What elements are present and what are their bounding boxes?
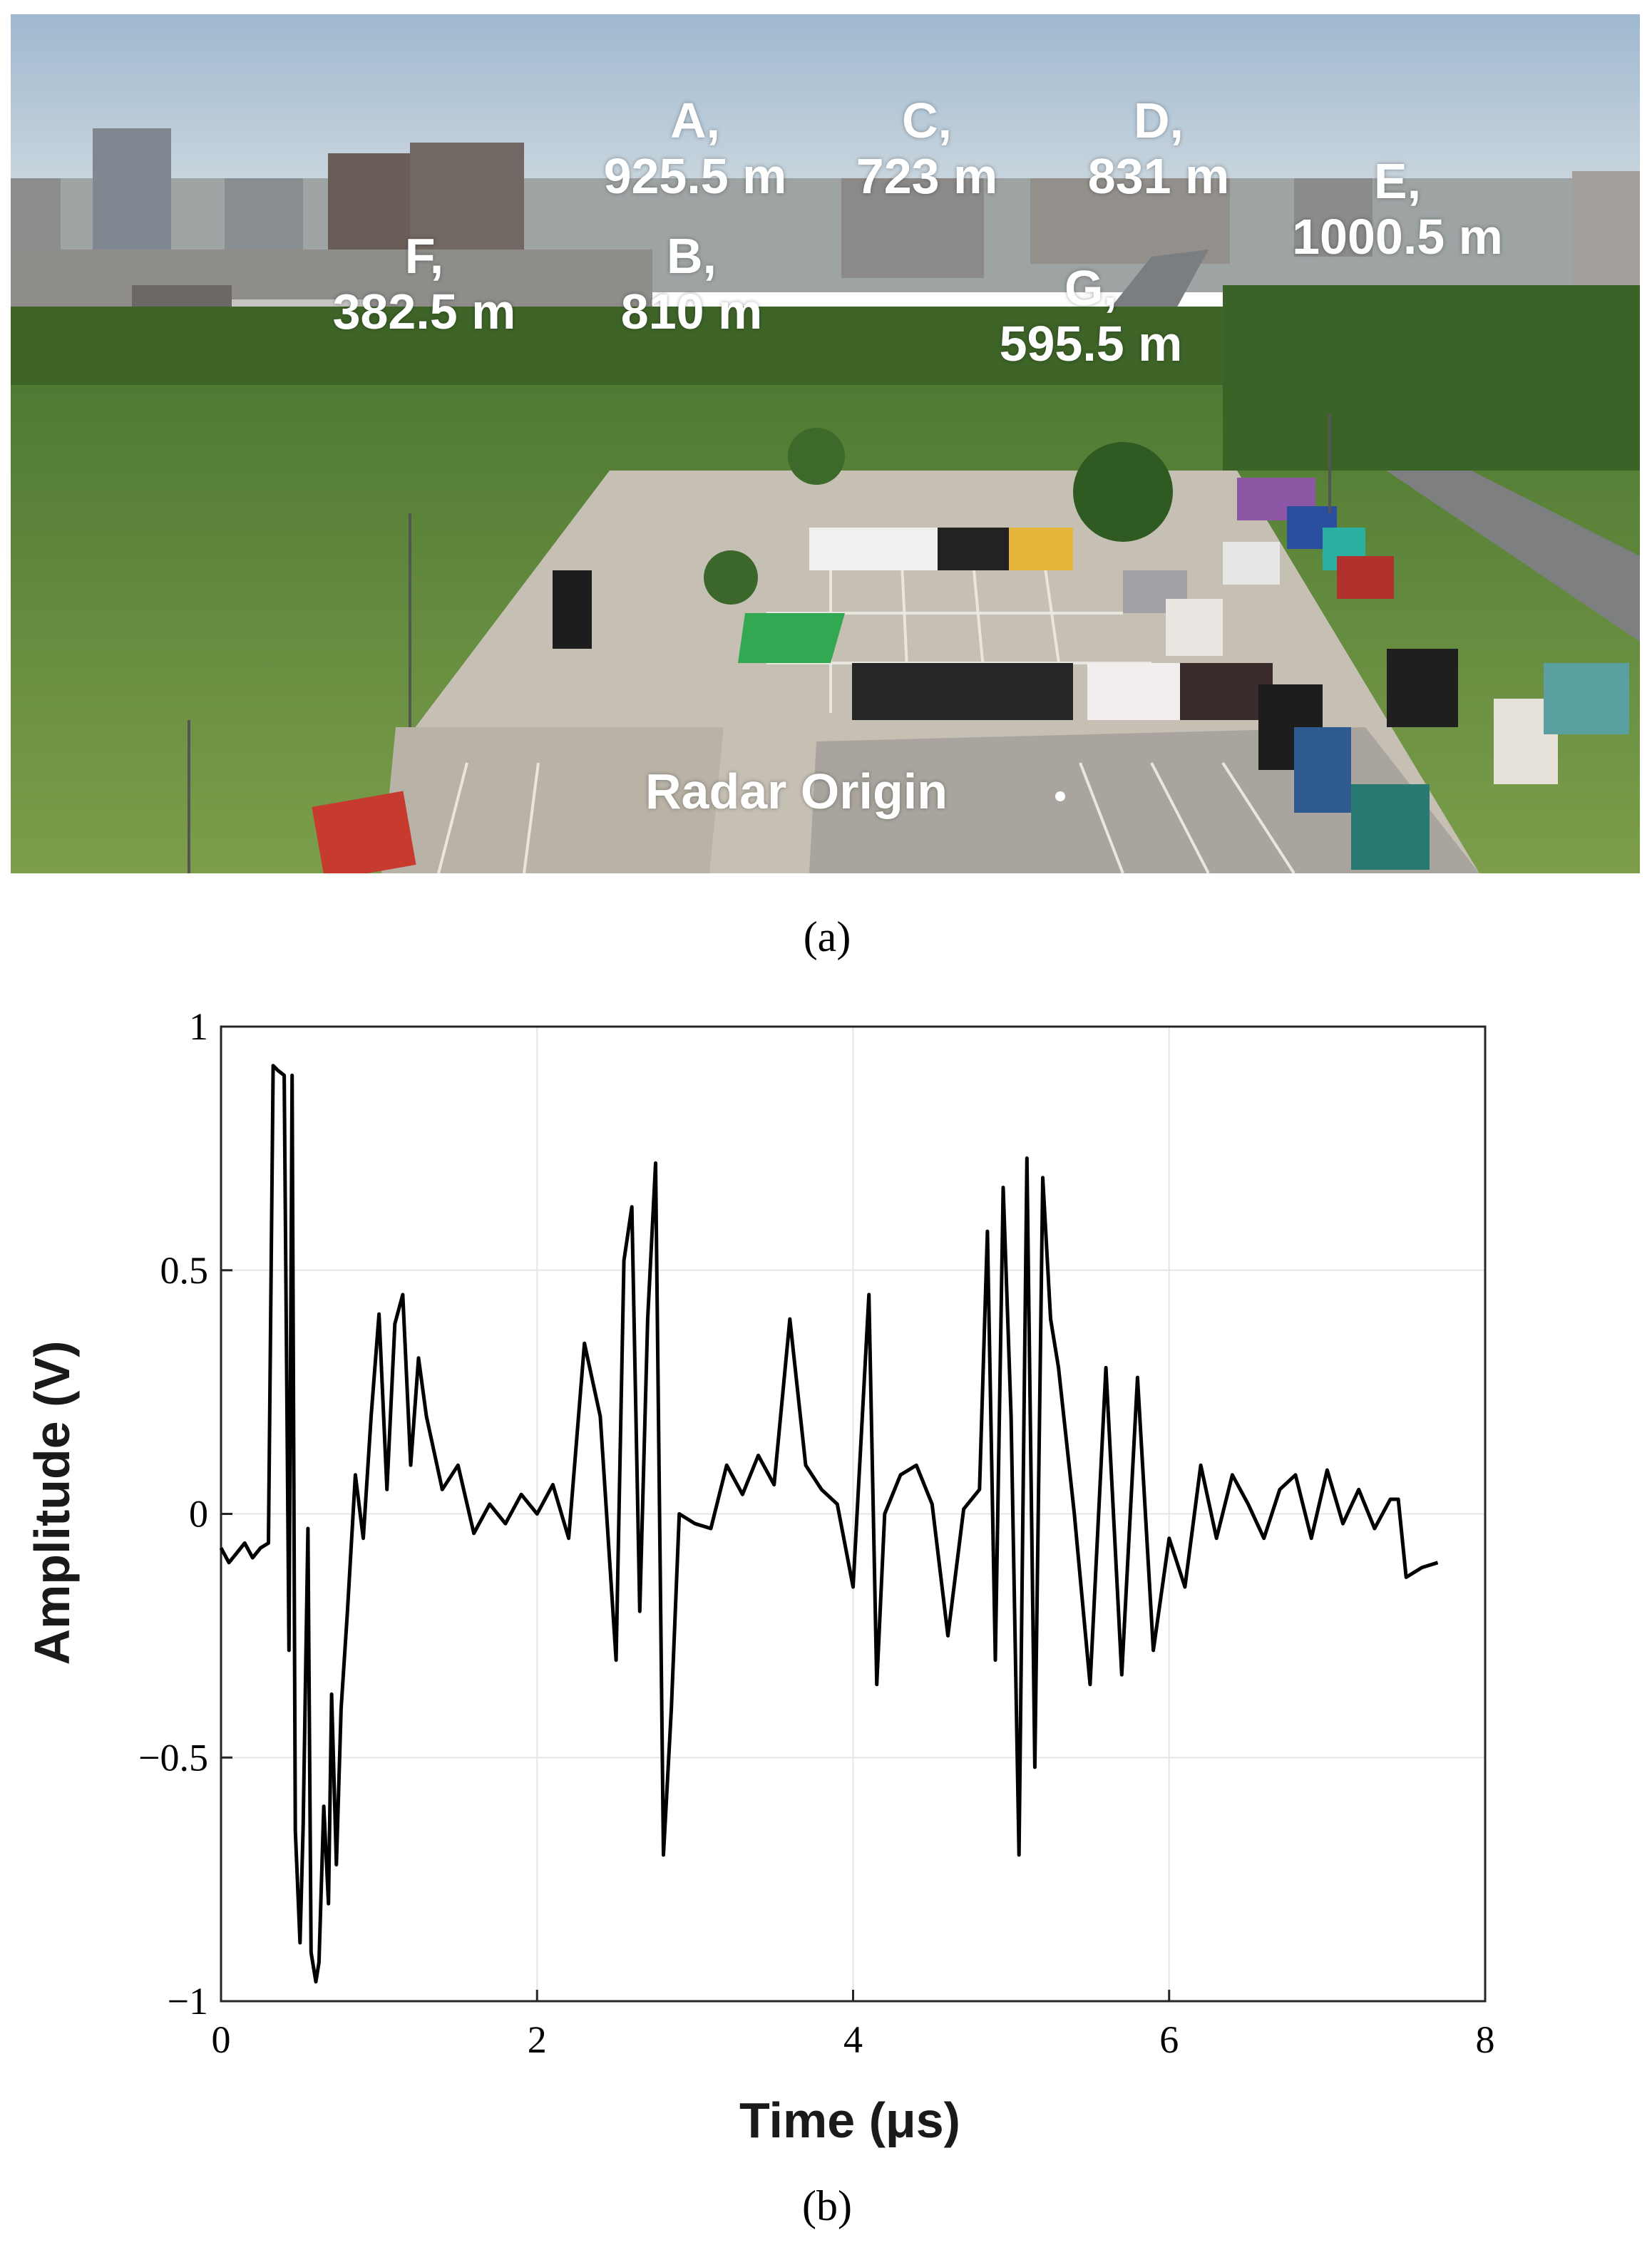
caption-b: (b) [802, 2182, 852, 2229]
x-tick-label: 0 [212, 2018, 231, 2061]
caption-a: (a) [803, 913, 851, 960]
site-photo-scene [11, 14, 1640, 873]
radar-origin-marker [1055, 791, 1065, 801]
location-label-c-letter: C, [901, 93, 952, 148]
chart-ticks: 0 2 4 6 8 −1 −0.5 0 0.5 1 [138, 1005, 1494, 2061]
location-label-f-distance: 382.5 m [332, 284, 516, 339]
location-label-f: F, 382.5 m [333, 228, 516, 339]
x-tick-label: 4 [843, 2018, 863, 2061]
y-tick-label: 0 [189, 1493, 208, 1536]
location-label-b-distance: 810 m [620, 284, 763, 339]
location-label-b: B, 810 m [621, 228, 762, 339]
y-tick-label: −1 [168, 1980, 208, 2023]
chart-grid [220, 1026, 1486, 2002]
radar-origin-label: Radar Origin [645, 764, 948, 819]
location-label-b-letter: B, [666, 228, 717, 284]
x-tick-label: 8 [1476, 2018, 1495, 2061]
location-label-a-distance: 925.5 m [603, 148, 787, 204]
location-label-g: G, 595.5 m [1000, 260, 1183, 371]
site-photo: A, 925.5 m B, 810 m C, 723 m D, 831 m E,… [11, 14, 1640, 873]
location-label-d: D, 831 m [1088, 93, 1229, 204]
x-tick-label: 2 [528, 2018, 547, 2061]
location-label-g-letter: G, [1064, 260, 1117, 316]
location-label-c-distance: 723 m [856, 148, 998, 204]
y-tick-label: 1 [189, 1005, 208, 1048]
y-axis-title: Amplitude (V) [24, 1341, 80, 1665]
location-label-e-letter: E, [1373, 153, 1422, 209]
location-label-d-distance: 831 m [1087, 148, 1230, 204]
location-label-e: E, 1000.5 m [1292, 153, 1503, 264]
location-label-a: A, 925.5 m [604, 93, 787, 204]
amplitude-signal-line [219, 1064, 1439, 1984]
x-axis-title: Time (μs) [739, 2092, 960, 2148]
location-label-a-letter: A, [670, 93, 720, 148]
location-label-g-distance: 595.5 m [999, 316, 1183, 371]
location-label-c: C, 723 m [856, 93, 997, 204]
y-tick-label: −0.5 [138, 1736, 208, 1779]
location-label-e-distance: 1000.5 m [1292, 209, 1503, 264]
location-label-f-letter: F, [404, 228, 444, 284]
x-tick-label: 6 [1159, 2018, 1179, 2061]
location-label-d-letter: D, [1133, 93, 1184, 148]
y-tick-label: 0.5 [160, 1249, 209, 1292]
